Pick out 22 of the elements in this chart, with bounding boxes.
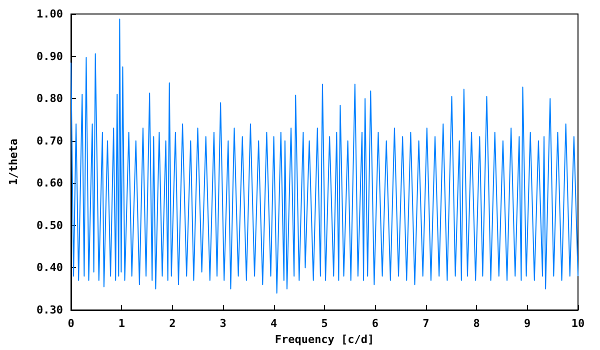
x-axis-title: Frequency [c/d]: [274, 333, 374, 346]
x-tick-label: 5: [321, 317, 328, 330]
x-tick-label: 10: [571, 317, 585, 330]
line-series: [70, 18, 578, 294]
y-tick-label: 1.00: [36, 8, 63, 20]
x-tick-label: 8: [473, 317, 480, 330]
y-tick-label: 0.40: [36, 261, 63, 274]
x-tick-label: 1: [118, 317, 126, 330]
y-tick-label: 0.30: [36, 304, 63, 316]
x-tick-label: 7: [422, 317, 430, 330]
y-tick-label: 0.60: [36, 176, 63, 190]
x-tick-label: 0: [68, 317, 74, 330]
y-tick-label: 0.90: [36, 50, 63, 63]
y-axis-title: 1/theta: [7, 138, 20, 186]
x-tick-label: 3: [220, 317, 226, 330]
y-tick-label: 0.70: [36, 134, 63, 148]
x-tick-label: 2: [169, 317, 176, 330]
x-tick-label: 4: [270, 317, 278, 330]
y-tick-label: 0.50: [36, 218, 63, 232]
x-tick-label: 6: [372, 317, 379, 330]
y-tick-label: 0.80: [36, 92, 63, 106]
x-tick-label: 9: [524, 317, 531, 330]
